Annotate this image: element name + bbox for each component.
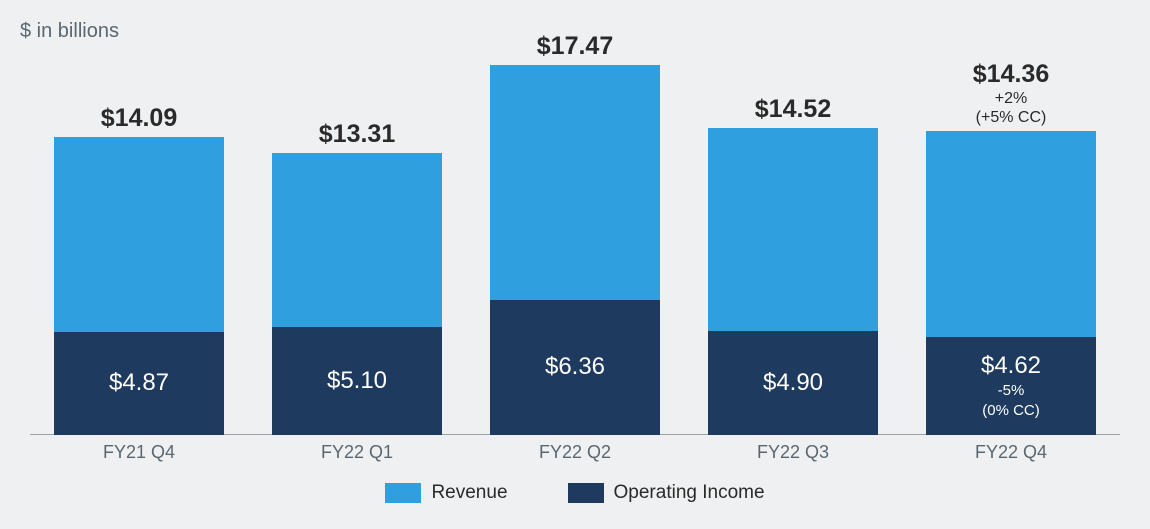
bar-1-opinc-label: $5.10 [327, 367, 387, 396]
bar-3-revenue-label: $14.52 [755, 95, 831, 124]
bar-1-top-label-block: $13.31 [319, 120, 395, 149]
bar-4-opinc-segment: $4.62 -5% (0% CC) [926, 337, 1096, 435]
legend: Revenue Operating Income [0, 482, 1150, 504]
legend-item-revenue: Revenue [385, 482, 507, 504]
bar-1-revenue-segment [272, 153, 442, 327]
y-axis-label: $ in billions [20, 20, 119, 43]
bar-4-top-annot-0: +2% [973, 89, 1049, 108]
bar-3-opinc-label: $4.90 [763, 369, 823, 398]
legend-swatch-opinc [568, 483, 604, 503]
bar-2-revenue-label: $17.47 [537, 32, 613, 61]
bar-0-top-label-block: $14.09 [101, 104, 177, 133]
x-label-4: FY22 Q4 [902, 442, 1120, 463]
x-axis-labels: FY21 Q4 FY22 Q1 FY22 Q2 FY22 Q3 FY22 Q4 [30, 442, 1120, 463]
bar-slot-1: $13.31 $5.10 [248, 65, 466, 435]
bar-slot-3: $14.52 $4.90 [684, 65, 902, 435]
legend-swatch-revenue [385, 483, 421, 503]
bar-0-opinc-label: $4.87 [109, 369, 169, 398]
bar-0-revenue-segment [54, 137, 224, 332]
bar-1: $13.31 $5.10 [272, 153, 442, 435]
bar-1-revenue-label: $13.31 [319, 120, 395, 149]
bar-4-revenue-label: $14.36 [973, 60, 1049, 89]
bar-0: $14.09 $4.87 [54, 137, 224, 435]
x-label-0: FY21 Q4 [30, 442, 248, 463]
bar-3: $14.52 $4.90 [708, 127, 878, 435]
bar-4: $14.36 +2% (+5% CC) $4.62 -5% (0% CC) [926, 131, 1096, 435]
bar-4-opinc-label: $4.62 [981, 352, 1041, 381]
bar-0-revenue-label: $14.09 [101, 104, 177, 133]
bar-3-top-label-block: $14.52 [755, 95, 831, 124]
bar-2: $17.47 $6.36 [490, 65, 660, 435]
bar-2-top-label-block: $17.47 [537, 32, 613, 61]
legend-label-revenue: Revenue [431, 482, 507, 504]
bar-0-opinc-segment: $4.87 [54, 332, 224, 435]
bar-2-opinc-segment: $6.36 [490, 300, 660, 435]
bar-3-revenue-segment [708, 128, 878, 332]
bar-4-inside-annot-0: -5% [998, 382, 1025, 400]
bar-1-opinc-segment: $5.10 [272, 327, 442, 435]
x-label-3: FY22 Q3 [684, 442, 902, 463]
bar-slot-0: $14.09 $4.87 [30, 65, 248, 435]
bar-4-top-annot-1: (+5% CC) [973, 108, 1049, 127]
bar-slot-4: $14.36 +2% (+5% CC) $4.62 -5% (0% CC) [902, 65, 1120, 435]
bar-4-top-label-block: $14.36 +2% (+5% CC) [973, 60, 1049, 127]
bar-2-revenue-segment [490, 65, 660, 300]
bar-3-opinc-segment: $4.90 [708, 331, 878, 435]
x-label-2: FY22 Q2 [466, 442, 684, 463]
plot-area: $14.09 $4.87 $13.31 $5.10 [30, 65, 1120, 435]
legend-label-opinc: Operating Income [614, 482, 765, 504]
legend-item-opinc: Operating Income [568, 482, 765, 504]
x-label-1: FY22 Q1 [248, 442, 466, 463]
bar-4-revenue-segment [926, 131, 1096, 337]
bars-container: $14.09 $4.87 $13.31 $5.10 [30, 65, 1120, 435]
bar-4-inside-annot-1: (0% CC) [982, 402, 1040, 420]
bar-slot-2: $17.47 $6.36 [466, 65, 684, 435]
bar-2-opinc-label: $6.36 [545, 353, 605, 382]
